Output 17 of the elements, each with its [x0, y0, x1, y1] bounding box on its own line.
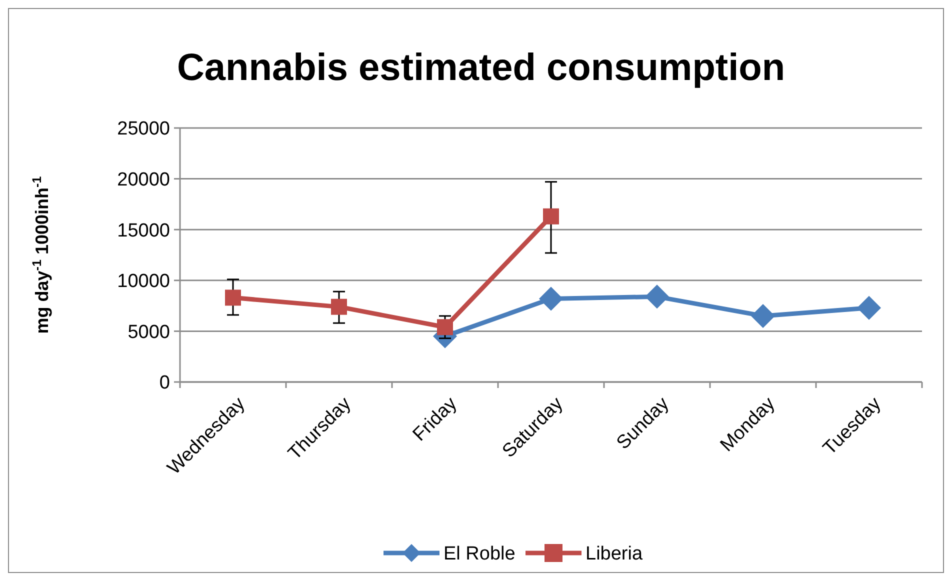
y-tick-label: 20000	[117, 169, 170, 190]
point	[437, 319, 453, 336]
legend-label: El Roble	[444, 544, 516, 565]
point	[645, 284, 669, 309]
point	[225, 290, 241, 306]
point	[857, 296, 881, 320]
y-tick-label: 0	[159, 372, 170, 394]
y-tick-label: 25000	[117, 118, 170, 140]
y-tick-label: 5000	[128, 322, 170, 343]
point	[331, 298, 347, 315]
y-tick-label: 15000	[117, 220, 170, 242]
legend-label: Liberia	[586, 544, 643, 565]
point	[543, 208, 559, 224]
y-tick-label: 10000	[117, 271, 170, 292]
chart-title: Cannabis estimated consumption	[176, 47, 786, 89]
point	[539, 286, 563, 311]
point	[751, 304, 775, 328]
